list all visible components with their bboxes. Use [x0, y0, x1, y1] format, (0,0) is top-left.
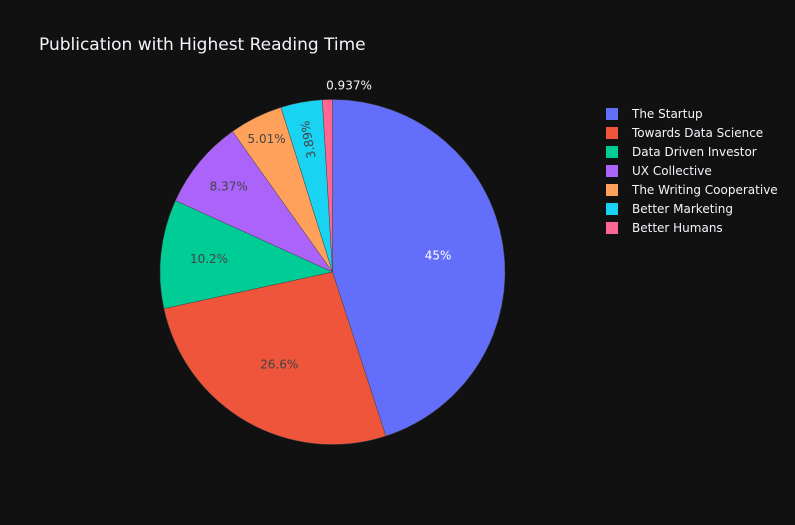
legend-label-better-humans: Better Humans	[632, 221, 723, 235]
pie-slice-label-the-startup: 45%	[425, 248, 452, 262]
legend: The Startup Towards Data Science Data Driv…	[606, 107, 778, 235]
legend-label-the-startup: The Startup	[631, 107, 703, 121]
legend-item-ux-collective[interactable]: UX Collective	[606, 164, 712, 178]
pie-slice-ux-collective[interactable]	[175, 131, 334, 273]
legend-swatch-the-writing-cooperative	[606, 184, 618, 196]
pie-slice-towards-data-science[interactable]	[163, 271, 387, 445]
pie-slice-label-data-driven-investor: 10.2%	[190, 252, 228, 266]
pie-slice-label-towards-data-science: 26.6%	[260, 358, 298, 372]
legend-item-the-writing-cooperative[interactable]: The Writing Cooperative	[606, 183, 778, 197]
legend-label-better-marketing: Better Marketing	[632, 202, 733, 216]
pie-slice-label-better-marketing: 3.89%	[298, 120, 319, 160]
pie-slice-label-better-humans: 0.937%	[326, 79, 372, 93]
legend-item-towards-data-science[interactable]: Towards Data Science	[606, 126, 763, 140]
legend-label-the-writing-cooperative: The Writing Cooperative	[631, 183, 778, 197]
pie-slice-the-startup[interactable]	[332, 99, 506, 437]
chart-title: Publication with Highest Reading Time	[39, 35, 366, 55]
legend-swatch-better-marketing	[606, 203, 618, 215]
pie-slice-better-humans[interactable]	[322, 99, 333, 273]
legend-item-better-marketing[interactable]: Better Marketing	[606, 202, 733, 216]
legend-swatch-ux-collective	[606, 165, 618, 177]
legend-label-ux-collective: UX Collective	[632, 164, 712, 178]
legend-item-the-startup[interactable]: The Startup	[606, 107, 703, 121]
legend-item-better-humans[interactable]: Better Humans	[606, 221, 723, 235]
legend-label-towards-data-science: Towards Data Science	[631, 126, 763, 140]
pie-slice-labels: 45% 26.6% 10.2% 8.37% 5.01% 3.89% 0.937%	[190, 79, 451, 372]
legend-item-data-driven-investor[interactable]: Data Driven Investor	[606, 145, 757, 159]
legend-label-data-driven-investor: Data Driven Investor	[632, 145, 757, 159]
legend-swatch-the-startup	[606, 108, 618, 120]
legend-swatch-towards-data-science	[606, 127, 618, 139]
pie-slices	[159, 99, 506, 445]
pie-slice-label-ux-collective: 8.37%	[210, 179, 248, 193]
legend-swatch-data-driven-investor	[606, 146, 618, 158]
legend-swatch-better-humans	[606, 222, 618, 234]
pie-slice-data-driven-investor[interactable]	[159, 200, 334, 309]
pie-slice-label-the-writing-cooperative: 5.01%	[248, 132, 286, 146]
